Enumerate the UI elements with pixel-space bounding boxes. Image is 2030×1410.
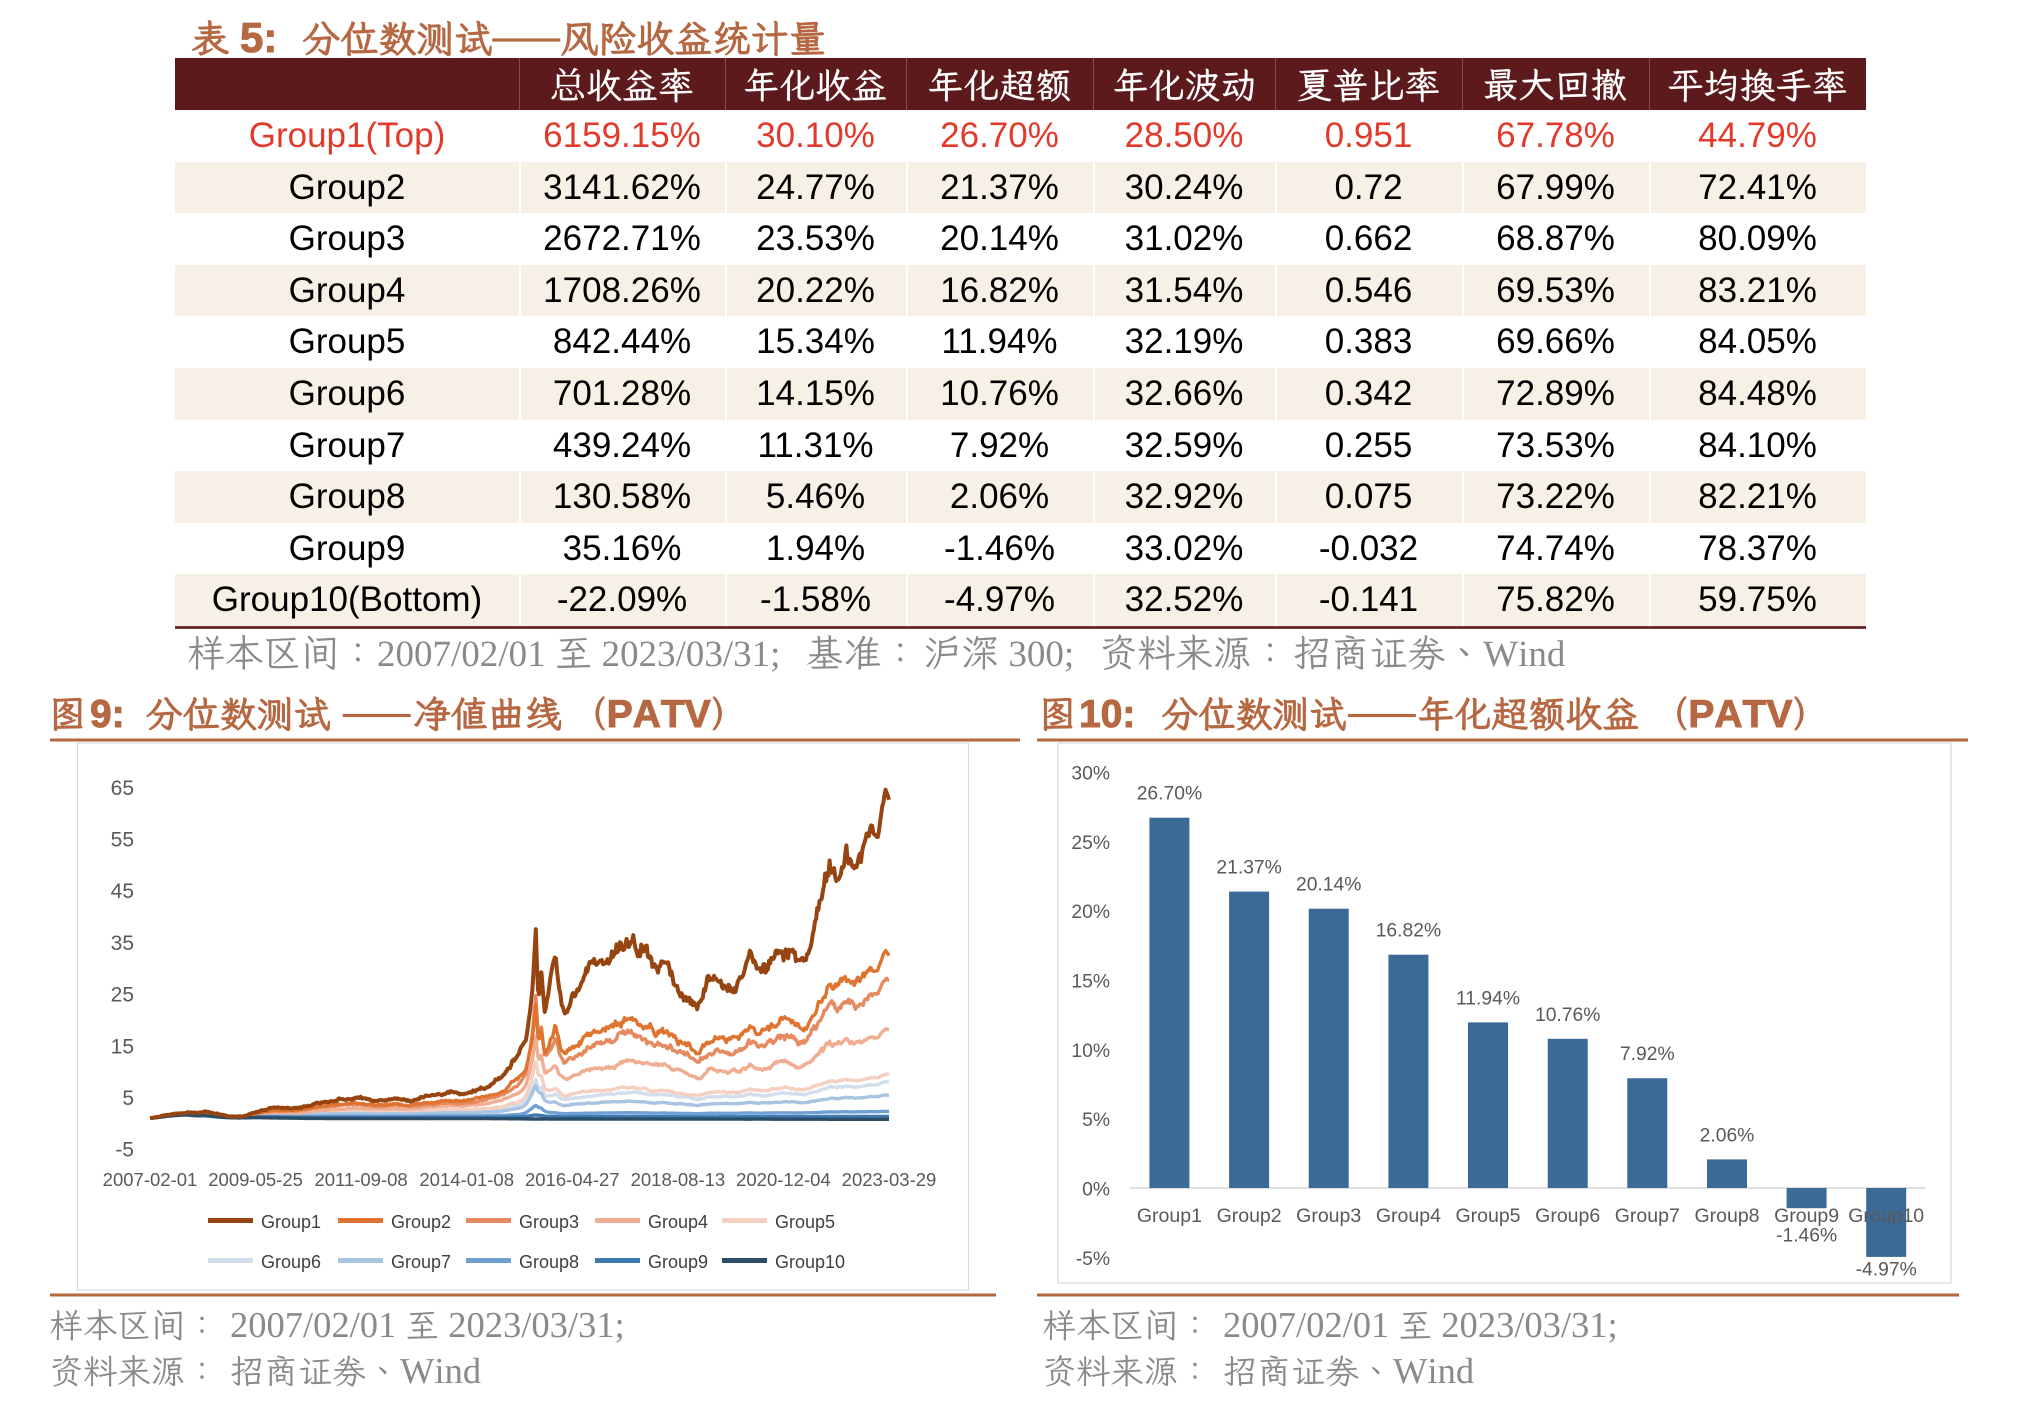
svg-text:11.94%: 11.94% <box>1456 988 1520 1009</box>
svg-text:5%: 5% <box>1082 1110 1110 1131</box>
svg-text:2.06%: 2.06% <box>1700 1125 1755 1146</box>
svg-text:30%: 30% <box>1071 764 1110 785</box>
svg-text:-4.97%: -4.97% <box>1856 1260 1917 1281</box>
svg-text:15: 15 <box>111 1035 134 1058</box>
svg-text:25%: 25% <box>1071 833 1110 854</box>
svg-text:16.82%: 16.82% <box>1376 921 1441 942</box>
svg-text:35: 35 <box>111 932 134 955</box>
svg-text:2020-12-04: 2020-12-04 <box>736 1169 831 1190</box>
svg-text:Group7: Group7 <box>1615 1205 1680 1227</box>
svg-text:Group5: Group5 <box>775 1212 835 1232</box>
svg-text:Group1: Group1 <box>261 1212 321 1232</box>
svg-text:-5%: -5% <box>1076 1249 1110 1270</box>
svg-text:Group7: Group7 <box>391 1252 451 1272</box>
svg-text:2011-09-08: 2011-09-08 <box>314 1169 407 1190</box>
svg-text:Group9: Group9 <box>1774 1205 1839 1227</box>
svg-text:2018-08-13: 2018-08-13 <box>631 1169 726 1190</box>
svg-text:10%: 10% <box>1071 1041 1110 1062</box>
svg-text:25: 25 <box>111 984 134 1007</box>
svg-text:Group4: Group4 <box>1376 1205 1441 1227</box>
svg-text:Group8: Group8 <box>1694 1205 1759 1227</box>
svg-text:Group6: Group6 <box>261 1252 321 1272</box>
svg-text:20%: 20% <box>1071 902 1110 923</box>
svg-text:Group4: Group4 <box>648 1212 708 1232</box>
svg-text:Group1: Group1 <box>1137 1205 1202 1227</box>
svg-text:15%: 15% <box>1071 972 1110 993</box>
svg-text:65: 65 <box>111 777 134 800</box>
svg-text:Group2: Group2 <box>1217 1205 1282 1227</box>
svg-text:2014-01-08: 2014-01-08 <box>419 1169 514 1190</box>
svg-text:55: 55 <box>111 829 134 852</box>
svg-text:2016-04-27: 2016-04-27 <box>525 1169 620 1190</box>
svg-text:Group10: Group10 <box>1848 1205 1924 1227</box>
svg-text:Group8: Group8 <box>519 1252 579 1272</box>
svg-text:10.76%: 10.76% <box>1535 1005 1600 1026</box>
svg-text:26.70%: 26.70% <box>1137 784 1202 805</box>
svg-text:Group5: Group5 <box>1455 1205 1520 1227</box>
svg-text:Group6: Group6 <box>1535 1205 1600 1227</box>
svg-text:21.37%: 21.37% <box>1216 858 1281 879</box>
svg-text:2007-02-01: 2007-02-01 <box>103 1169 198 1190</box>
svg-text:Group9: Group9 <box>648 1252 708 1272</box>
svg-text:7.92%: 7.92% <box>1620 1044 1675 1065</box>
svg-text:0%: 0% <box>1082 1180 1110 1201</box>
svg-text:45: 45 <box>111 880 134 903</box>
svg-text:5: 5 <box>122 1087 134 1110</box>
svg-text:2023-03-29: 2023-03-29 <box>842 1169 937 1190</box>
svg-text:-1.46%: -1.46% <box>1776 1226 1837 1247</box>
svg-text:2009-05-25: 2009-05-25 <box>208 1169 303 1190</box>
svg-text:-5: -5 <box>115 1139 134 1162</box>
svg-text:20.14%: 20.14% <box>1296 875 1361 896</box>
svg-text:Group3: Group3 <box>519 1212 579 1232</box>
svg-text:Group2: Group2 <box>391 1212 451 1232</box>
svg-text:Group10: Group10 <box>775 1252 845 1272</box>
svg-text:Group3: Group3 <box>1296 1205 1361 1227</box>
